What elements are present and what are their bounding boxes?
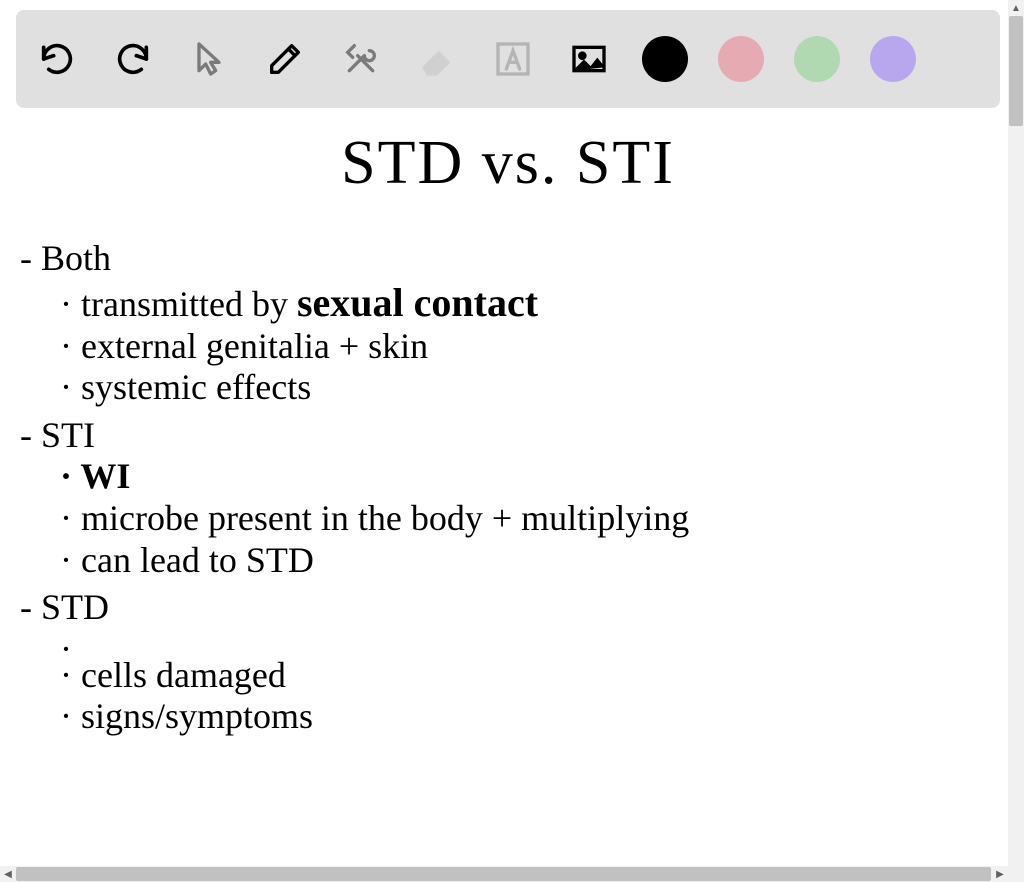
note-line: · cells damaged	[60, 656, 689, 696]
tools-button[interactable]	[338, 36, 384, 82]
note-line: · external genitalia + skin	[60, 327, 689, 367]
text-tool[interactable]	[490, 36, 536, 82]
scroll-left-arrow-icon[interactable]: ◀	[0, 866, 16, 882]
vertical-scrollbar[interactable]: ▲	[1008, 0, 1024, 866]
whiteboard-canvas[interactable]: STD vs. STI - Both · transmitted by sexu…	[16, 115, 1000, 862]
note-line: ·	[60, 630, 689, 654]
section-heading: - STI	[20, 416, 689, 456]
text-icon	[493, 39, 533, 79]
color-black[interactable]	[642, 36, 688, 82]
horizontal-scroll-thumb[interactable]	[16, 867, 991, 881]
eraser-tool[interactable]	[414, 36, 460, 82]
color-purple[interactable]	[870, 36, 916, 82]
eraser-icon	[417, 39, 457, 79]
notes-body: - Both · transmitted by sexual contact ·…	[20, 231, 689, 737]
pointer-tool[interactable]	[186, 36, 232, 82]
section-heading: - Both	[20, 239, 689, 279]
pointer-icon	[189, 39, 229, 79]
note-line: · systemic effects	[60, 368, 689, 408]
note-line: · transmitted by sexual contact	[60, 281, 689, 325]
scroll-up-arrow-icon[interactable]: ▲	[1008, 0, 1024, 16]
redo-button[interactable]	[110, 36, 156, 82]
horizontal-scrollbar[interactable]: ◀ ▶	[0, 866, 1008, 882]
pen-tool[interactable]	[262, 36, 308, 82]
scrollbar-corner	[1008, 866, 1024, 882]
note-line: · WI	[60, 457, 689, 497]
undo-button[interactable]	[34, 36, 80, 82]
scroll-right-arrow-icon[interactable]: ▶	[992, 866, 1008, 882]
note-line: · can lead to STD	[60, 541, 689, 581]
redo-icon	[113, 39, 153, 79]
vertical-scroll-thumb[interactable]	[1009, 16, 1023, 126]
color-pink[interactable]	[718, 36, 764, 82]
tools-icon	[341, 39, 381, 79]
image-icon	[569, 39, 609, 79]
section-heading: - STD	[20, 588, 689, 628]
note-line: · signs/symptoms	[60, 697, 689, 737]
note-line: · microbe present in the body + multiply…	[60, 499, 689, 539]
toolbar	[16, 10, 1000, 108]
undo-icon	[37, 39, 77, 79]
note-text-bold: sexual contact	[297, 280, 538, 325]
pen-icon	[265, 39, 305, 79]
note-text: · transmitted by	[60, 284, 297, 324]
note-title: STD vs. STI	[16, 129, 1000, 197]
image-tool[interactable]	[566, 36, 612, 82]
color-green[interactable]	[794, 36, 840, 82]
